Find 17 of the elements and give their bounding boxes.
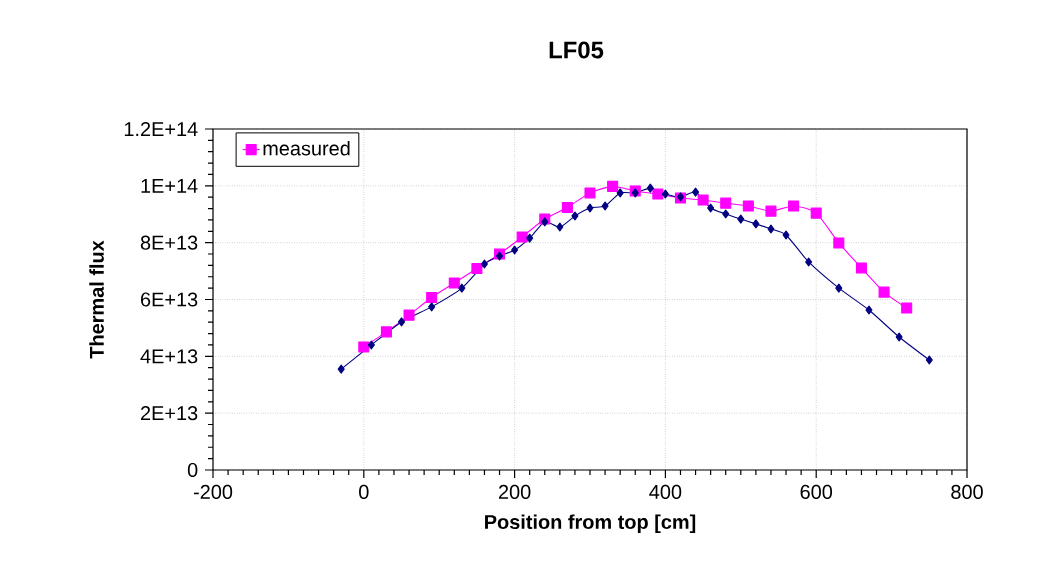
x-axis-title: Position from top [cm]	[485, 514, 696, 533]
x-tick-label: 200	[498, 484, 531, 499]
x-tick-label: 600	[800, 484, 833, 499]
y-axis-title: Thermal flux	[89, 240, 104, 359]
x-tick-label: 0	[359, 484, 369, 499]
chart-title: LF05	[549, 41, 604, 59]
legend-label: measured	[263, 140, 350, 156]
x-tick-label: 400	[649, 484, 682, 499]
y-tick-label: 1.2E+14	[124, 122, 198, 136]
y-tick-label: 6E+13	[141, 292, 198, 307]
x-tick-label: 800	[951, 484, 983, 499]
y-tick-label: 4E+13	[140, 349, 198, 364]
y-tick-label: 0	[187, 462, 198, 478]
y-tick-label: 2E+13	[141, 406, 198, 421]
y-tick-label: 8E+13	[140, 235, 198, 250]
y-tick-label: 1E+14	[141, 178, 198, 193]
x-tick-label: -200	[193, 484, 233, 499]
